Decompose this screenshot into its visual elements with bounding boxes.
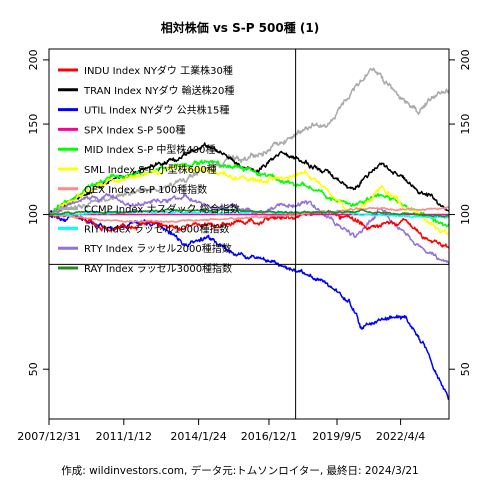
y-tick-label-left: 100: [27, 204, 40, 225]
legend-label: SML Index S-P 小型株600種: [84, 163, 217, 176]
legend-label: MID Index S-P 中型株400種: [84, 143, 215, 156]
y-axis-left: 50 100 150 200: [27, 49, 49, 376]
x-tick-label: 2016/12/1: [241, 430, 297, 443]
series-line: [49, 159, 449, 228]
y-tick-label-right: 100: [459, 204, 472, 225]
plot-area: [49, 49, 449, 419]
legend-label: SPX Index S-P 500種: [84, 123, 185, 136]
x-axis: 2007/12/31 2011/1/12 2014/1/24 2016/12/1 201…: [17, 419, 425, 443]
legend-label: TRAN Index NYダウ 輸送株20種: [83, 84, 234, 97]
legend-label: UTIL Index NYダウ 公共株15種: [84, 104, 229, 117]
x-tick-label: 2014/1/24: [170, 430, 226, 443]
y-tick-label-left: 150: [27, 114, 40, 135]
series-line: [49, 193, 449, 265]
y-tick-label-left: 200: [27, 49, 40, 70]
legend: INDU Index NYダウ 工業株30種 TRAN Index NYダウ 輸送…: [58, 64, 240, 275]
series-line: [49, 209, 449, 249]
legend-label: CCMP Index ナスダック 総合指数: [84, 203, 240, 216]
series-line: [49, 164, 449, 235]
series-line: [49, 206, 449, 224]
y-axis-right: 50 100 150 200: [449, 49, 472, 376]
legend-label: RIY Index ラッセル1000種指数: [84, 222, 229, 235]
y-tick-label-right: 50: [459, 362, 472, 376]
series-layer: [49, 67, 449, 401]
y-tick-label-right: 200: [459, 49, 472, 70]
series-line: [49, 208, 449, 218]
chart-title: 相対株価 vs S-P 500種 (1): [161, 20, 319, 35]
y-tick-label-left: 50: [27, 362, 40, 376]
chart-caption: 作成: wildinvestors.com, データ元:トムソンロイター, 最終…: [61, 464, 418, 477]
x-tick-label: 2007/12/31: [17, 430, 80, 443]
x-tick-label: 2019/9/5: [312, 430, 361, 443]
legend-label: INDU Index NYダウ 工業株30種: [84, 64, 233, 77]
legend-label: OEX Index S-P 100種指数: [84, 183, 207, 196]
legend-label: RTY Index ラッセル2000種指数: [84, 242, 232, 255]
plot-frame: [48, 48, 450, 420]
y-tick-label-right: 150: [459, 114, 472, 135]
x-tick-label: 2011/1/12: [96, 430, 152, 443]
x-tick-label: 2022/4/4: [376, 430, 425, 443]
reference-lines: [49, 49, 449, 419]
legend-label: RAY Index ラッセル3000種指数: [84, 262, 232, 275]
